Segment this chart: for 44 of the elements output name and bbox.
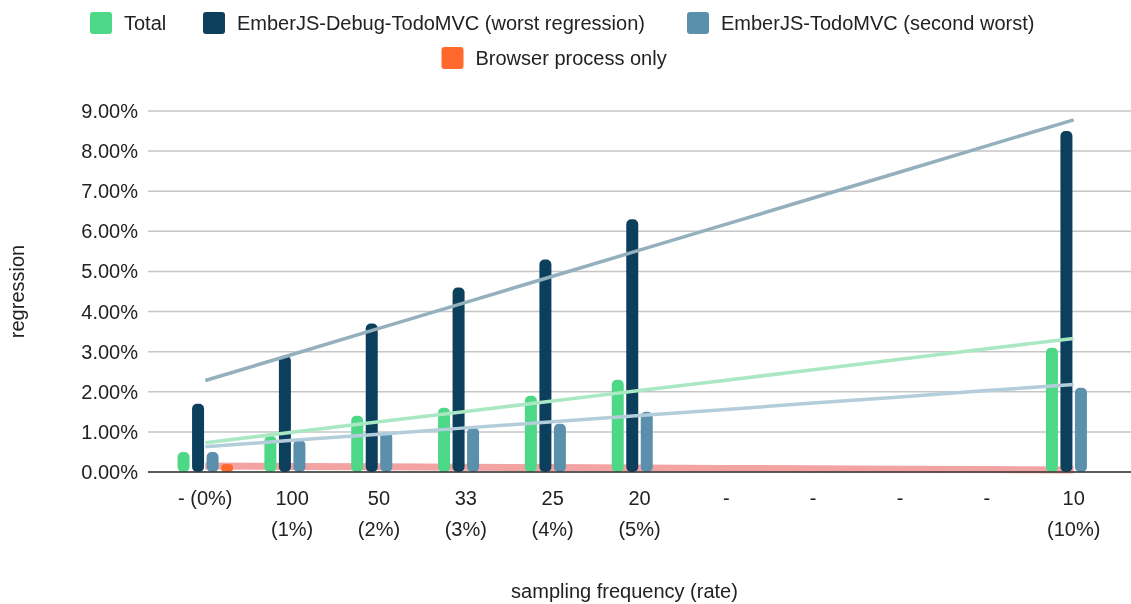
y-tick-label: 4.00% [81,300,139,323]
bar [365,323,378,472]
line-series [203,336,1076,445]
line-series [203,118,1076,383]
bar [452,287,465,472]
y-tick-label: 9.00% [81,100,139,122]
bar [640,411,653,472]
y-tick-label: 7.00% [81,180,139,203]
y-tick-label: 5.00% [81,260,139,283]
legend-label: Browser process only [475,47,667,69]
x-tick-label: 10 (10%) [1047,487,1101,540]
bar [1045,347,1058,472]
x-tick-label: - [896,487,904,509]
y-tick-label: 2.00% [81,380,139,403]
bar [611,379,624,472]
line-series [203,382,1076,449]
x-tick-label: - (0%) [178,487,233,509]
y-tick-label: 6.00% [81,220,139,243]
y-tick-label: 8.00% [81,140,139,163]
x-tick-label: 25 (4%) [531,487,574,540]
bar [553,423,566,472]
bar [192,403,205,472]
x-tick-label: 50 (2%) [357,487,401,540]
y-axis-title: regression [6,244,28,339]
legend-label: EmberJS-TodoMVC (second worst) [721,12,1035,34]
bar [278,355,291,472]
bar [1060,131,1073,472]
x-tick-label: 33 (3%) [444,487,487,540]
legend-label: Total [124,12,167,34]
bar [626,219,639,472]
x-tick-label: - [723,487,730,509]
x-tick-label: 100 (1%) [271,487,314,540]
x-axis-title: sampling frequency (rate) [511,580,738,602]
legend-label: EmberJS-Debug-TodoMVC (worst regression) [237,12,645,34]
x-tick-label: - [809,487,817,509]
bar [1074,387,1087,472]
x-tick-label: 20 (5%) [618,487,661,540]
y-tick-label: 0.00% [81,461,139,483]
y-tick-label: 3.00% [81,340,139,363]
y-tick-label: 1.00% [81,420,139,443]
bar [467,427,480,472]
bar [539,259,552,472]
x-tick-label: - [983,487,991,509]
bar [293,439,306,472]
